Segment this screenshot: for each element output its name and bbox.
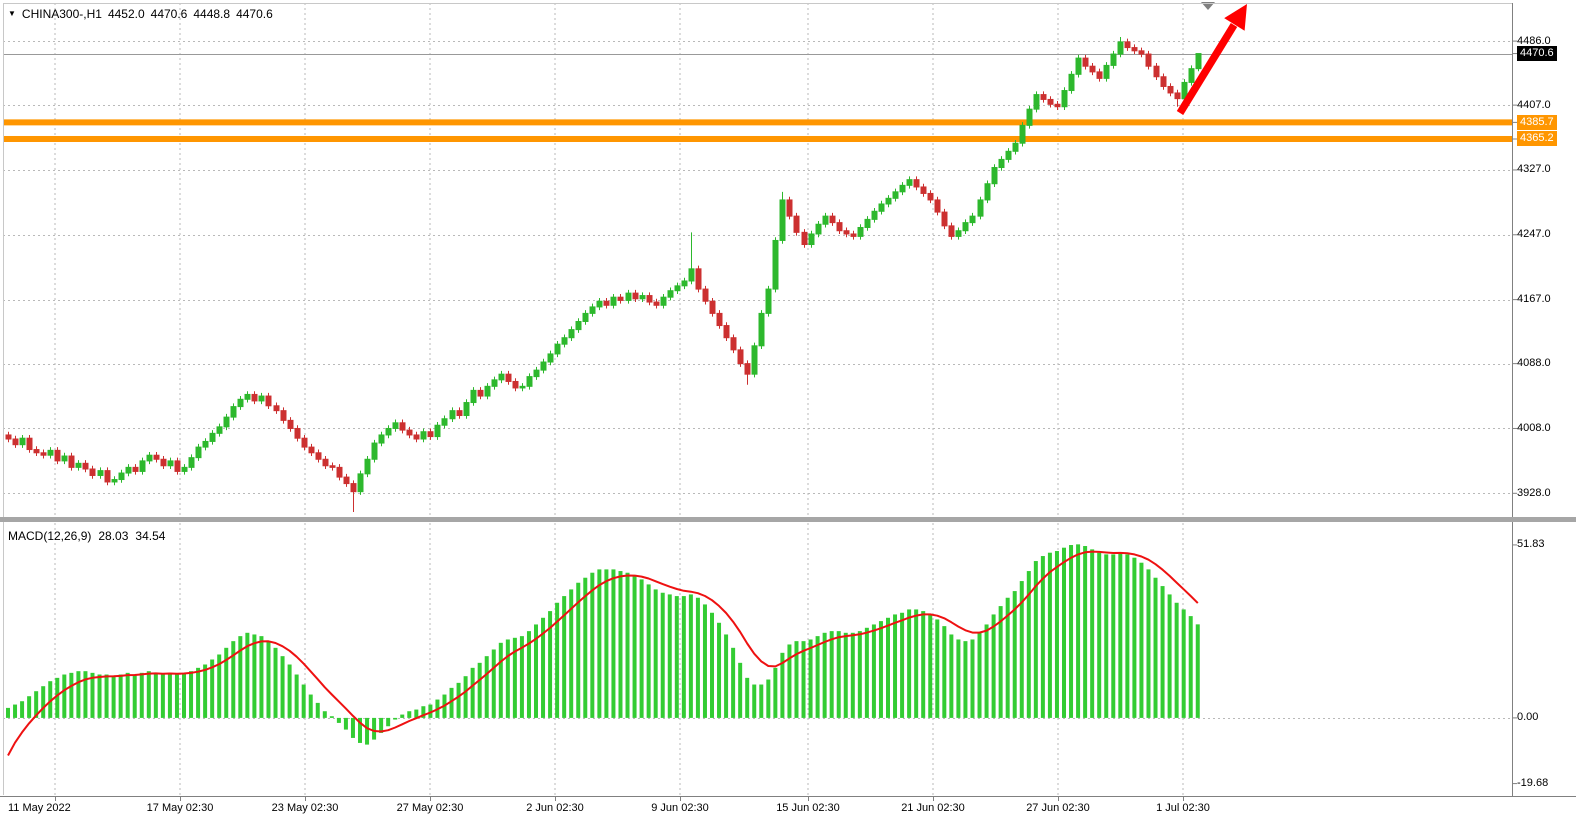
trend-arrow[interactable] xyxy=(1176,4,1247,115)
indicator-macd-value: 28.03 xyxy=(98,529,129,543)
level-price-badge: 4385.7 xyxy=(1517,114,1557,130)
price-axis-label: 4088.0 xyxy=(1517,357,1551,370)
time-axis[interactable]: 11 May 2022 17 May 02:30 23 May 02:30 27 Ma… xyxy=(0,797,1576,825)
price-axis-label: 4327.0 xyxy=(1517,163,1551,176)
price-axis-label: 4167.0 xyxy=(1517,293,1551,306)
trend-arrow-head[interactable] xyxy=(1224,4,1247,31)
time-axis-label: 23 May 02:30 xyxy=(271,802,339,814)
time-axis-label: 27 May 02:30 xyxy=(396,802,464,814)
level-price-badge: 4365.2 xyxy=(1517,131,1557,147)
time-axis-label: 17 May 02:30 xyxy=(146,802,214,814)
time-axis-label: 1 Jul 02:30 xyxy=(1156,802,1210,814)
price-axis-label: 3928.0 xyxy=(1517,486,1551,499)
macd-axis-label: 0.00 xyxy=(1517,711,1539,724)
time-axis-label: 15 Jun 02:30 xyxy=(776,802,840,814)
trend-arrow-shaft[interactable] xyxy=(1176,23,1238,115)
ohlc-close: 4470.6 xyxy=(236,7,273,21)
symbol-label: CHINA300-,H1 xyxy=(21,7,102,21)
time-axis-label: 2 Jun 02:30 xyxy=(526,802,584,814)
pane-separator[interactable] xyxy=(0,517,1576,522)
time-axis-label: 21 Jun 02:30 xyxy=(901,802,965,814)
candles-series xyxy=(5,37,1202,512)
chart-header: ▼ CHINA300-,H1 4452.0 4470.6 4448.8 4470… xyxy=(8,7,273,21)
current-price-badge: 4470.6 xyxy=(1517,46,1557,62)
macd-axis-label: -19.68 xyxy=(1517,777,1549,790)
symbol-dropdown-icon[interactable]: ▼ xyxy=(8,9,16,18)
macd-histogram-series xyxy=(6,544,1200,745)
ohlc-low: 4448.8 xyxy=(193,7,231,21)
price-axis-label: 4008.0 xyxy=(1517,421,1551,434)
price-axis[interactable]: 4486.0 4470.6 4407.0 4385.7 4365.2 4327.0 4247… xyxy=(1513,0,1576,796)
ohlc-high: 4470.6 xyxy=(150,7,188,21)
horizontal-level-line[interactable] xyxy=(3,135,1512,142)
price-axis-label: 4486.0 xyxy=(1517,34,1551,47)
price-axis-label: 4247.0 xyxy=(1517,228,1551,241)
indicator-name: MACD(12,26,9) xyxy=(8,529,92,543)
grid-layer xyxy=(3,3,1512,795)
indicator-label: MACD(12,26,9) 28.03 34.54 xyxy=(8,529,165,543)
ohlc-open: 4452.0 xyxy=(107,7,145,21)
price-axis-label: 4407.0 xyxy=(1517,98,1551,111)
pane-frame xyxy=(0,3,1576,801)
horizontal-level-line[interactable] xyxy=(3,119,1512,126)
macd-signal-line xyxy=(7,550,1199,756)
support-level-lines[interactable] xyxy=(3,119,1512,142)
time-axis-label: 11 May 2022 xyxy=(8,802,71,814)
macd-axis-label: 51.83 xyxy=(1517,538,1545,551)
indicator-signal-value: 34.54 xyxy=(135,529,166,543)
time-axis-label: 27 Jun 02:30 xyxy=(1026,802,1090,814)
time-axis-label: 9 Jun 02:30 xyxy=(651,802,709,814)
